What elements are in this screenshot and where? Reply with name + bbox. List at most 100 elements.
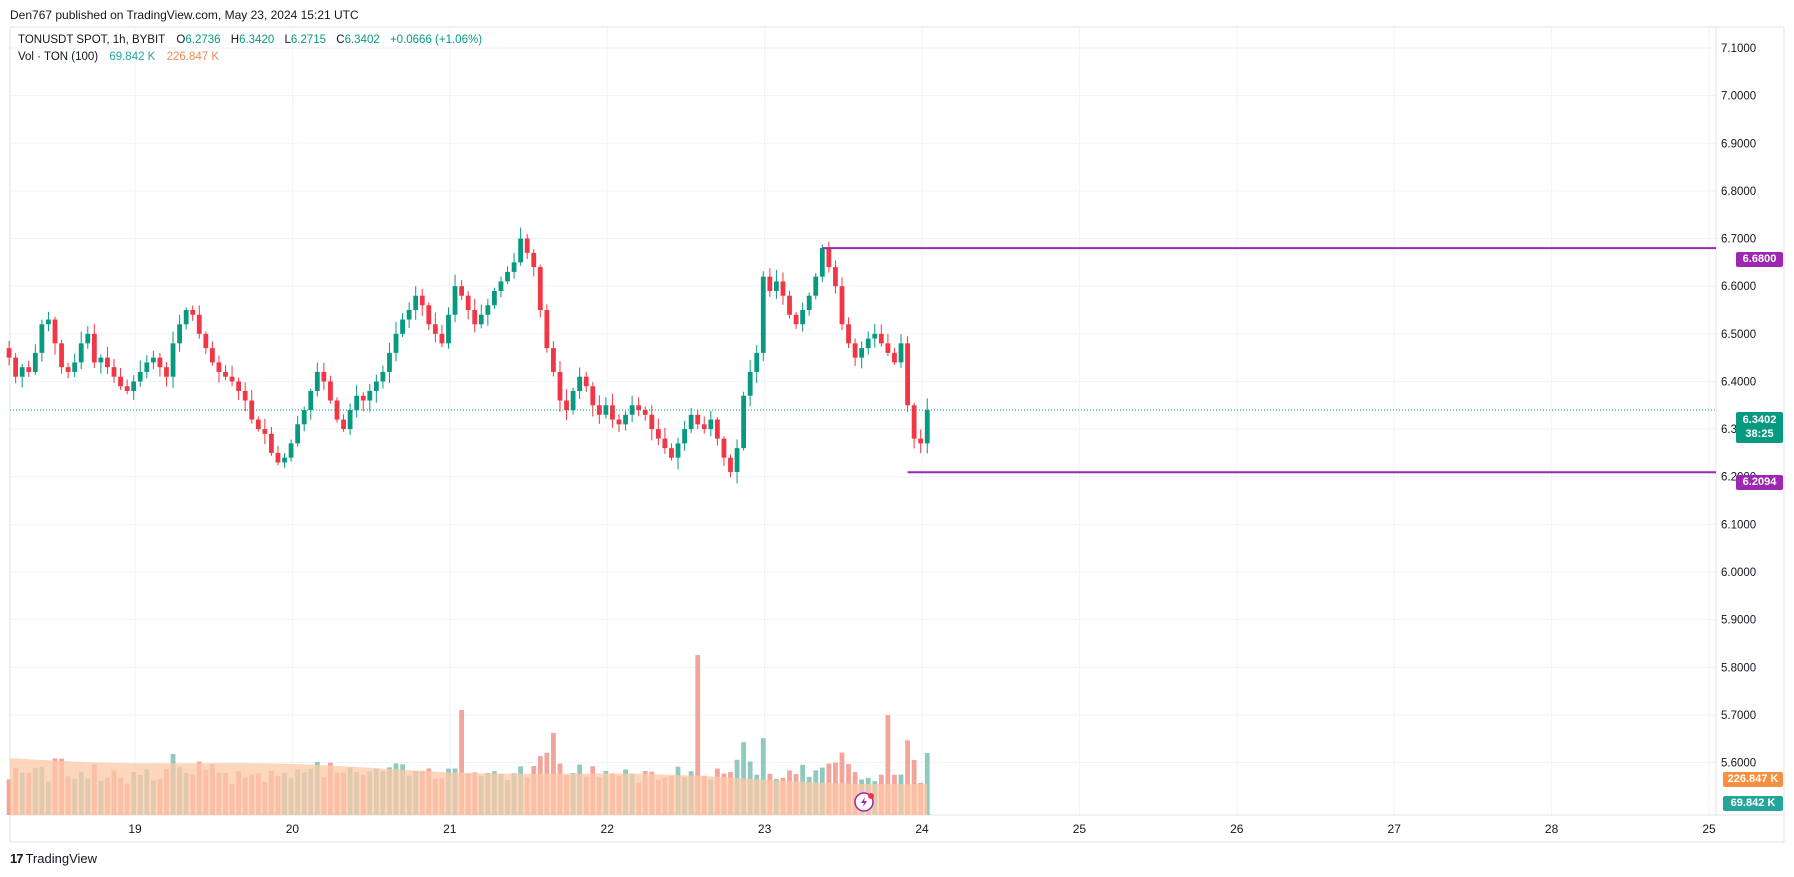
candle-body xyxy=(223,371,228,377)
support-price-tag: 6.2094 xyxy=(1736,475,1783,490)
low-value: 6.2715 xyxy=(290,34,327,46)
candle-body xyxy=(380,371,386,382)
candle-body xyxy=(655,429,661,439)
candle-body xyxy=(839,286,845,325)
candle-body xyxy=(491,290,497,306)
candle-body xyxy=(249,400,255,420)
candle-body xyxy=(603,405,609,415)
candle-body xyxy=(91,333,97,363)
candle-body xyxy=(269,433,274,453)
y-tick-label: 5.8000 xyxy=(1721,662,1756,674)
candle-body xyxy=(662,438,668,449)
volume-bar xyxy=(924,752,930,815)
candle-body xyxy=(892,352,897,363)
candle-body xyxy=(406,310,412,320)
candle-body xyxy=(570,390,576,411)
y-tick-label: 6.8000 xyxy=(1721,186,1756,198)
x-tick-label: 27 xyxy=(1388,822,1402,836)
candle-body xyxy=(203,333,209,349)
candle-body xyxy=(465,295,471,310)
y-tick-label: 6.0000 xyxy=(1721,567,1756,579)
candle-body xyxy=(518,238,524,263)
volume-ma-tag: 226.847 K xyxy=(1723,772,1783,787)
candle-body xyxy=(65,367,71,372)
x-tick-label: 25 xyxy=(1073,822,1087,836)
candle-body xyxy=(918,438,924,444)
symbol-legend[interactable]: TONUSDT SPOT, 1h, BYBIT O6.2736 H6.3420 … xyxy=(18,34,489,46)
candle-body xyxy=(531,252,537,268)
y-tick-label: 7.1000 xyxy=(1721,43,1756,55)
candle-body xyxy=(734,448,740,472)
candle-body xyxy=(728,457,733,472)
y-tick-label: 6.7000 xyxy=(1721,234,1756,246)
volume-bar xyxy=(459,710,465,815)
last-price-value: 6.3402 xyxy=(1742,414,1777,426)
candle-body xyxy=(852,343,858,358)
candle-body xyxy=(669,448,674,458)
candle-body xyxy=(13,357,19,377)
volume-legend[interactable]: Vol · TON (100) 69.842 K 226.847 K xyxy=(18,51,219,63)
candle-body xyxy=(826,248,832,268)
candle-body xyxy=(695,414,701,425)
candle-body xyxy=(616,419,622,425)
candle-body xyxy=(806,295,812,310)
publisher-line: Den767 published on TradingView.com, May… xyxy=(10,8,359,22)
candle-body xyxy=(347,410,353,430)
candle-body xyxy=(524,238,530,253)
x-tick-label: 25 xyxy=(1702,822,1716,836)
candle-body xyxy=(793,314,799,325)
candle-body xyxy=(360,395,366,401)
candle-body xyxy=(623,414,628,425)
volume-bar xyxy=(885,715,891,815)
open-key: O xyxy=(176,34,186,46)
candle-body xyxy=(262,429,268,434)
candle-body xyxy=(59,343,64,368)
flash-icon xyxy=(854,792,874,812)
candle-body xyxy=(898,343,904,363)
candle-body xyxy=(216,362,222,372)
candle-body xyxy=(714,419,720,439)
x-tick-label: 28 xyxy=(1545,822,1559,836)
x-tick-label: 21 xyxy=(443,822,457,836)
volume-value: 69.842 K xyxy=(109,51,156,63)
candle-body xyxy=(177,324,182,344)
candle-body xyxy=(905,343,910,406)
candle-body xyxy=(98,357,104,363)
candle-body xyxy=(551,348,556,372)
candle-body xyxy=(19,367,25,377)
candle-body xyxy=(413,295,419,310)
candle-body xyxy=(478,314,484,325)
y-tick-label: 6.6000 xyxy=(1721,281,1756,293)
x-tick-label: 24 xyxy=(915,822,929,836)
chart-grid xyxy=(10,27,1716,815)
candle-body xyxy=(590,386,596,406)
volume-label: Vol · TON (100) xyxy=(18,51,99,63)
horizontal-levels xyxy=(10,247,1716,474)
bar-countdown: 38:25 xyxy=(1745,428,1774,440)
candle-body xyxy=(393,333,399,353)
candle-body xyxy=(924,409,930,444)
candle-body xyxy=(354,395,360,411)
volume-bar xyxy=(905,740,910,815)
candle-body xyxy=(157,357,163,368)
x-tick-label: 19 xyxy=(128,822,142,836)
candle-body xyxy=(498,281,504,291)
candle-body xyxy=(564,400,569,411)
x-tick-label: 22 xyxy=(601,822,615,836)
y-tick-label: 6.5000 xyxy=(1721,329,1756,341)
candle-body xyxy=(295,424,301,444)
candle-body xyxy=(452,286,458,315)
candle-body xyxy=(367,390,373,401)
candle-body xyxy=(196,314,202,334)
tradingview-logo[interactable]: 17 TradingView xyxy=(10,851,97,866)
candle-body xyxy=(780,281,786,296)
candle-body xyxy=(872,333,878,339)
candle-body xyxy=(118,376,123,387)
candle-body xyxy=(39,324,45,353)
y-tick-label: 6.4000 xyxy=(1721,376,1756,388)
last-price-tag: 6.3402 38:25 xyxy=(1736,412,1783,443)
candle-body xyxy=(6,348,12,358)
candle-body xyxy=(708,419,714,430)
candle-body xyxy=(314,371,320,391)
